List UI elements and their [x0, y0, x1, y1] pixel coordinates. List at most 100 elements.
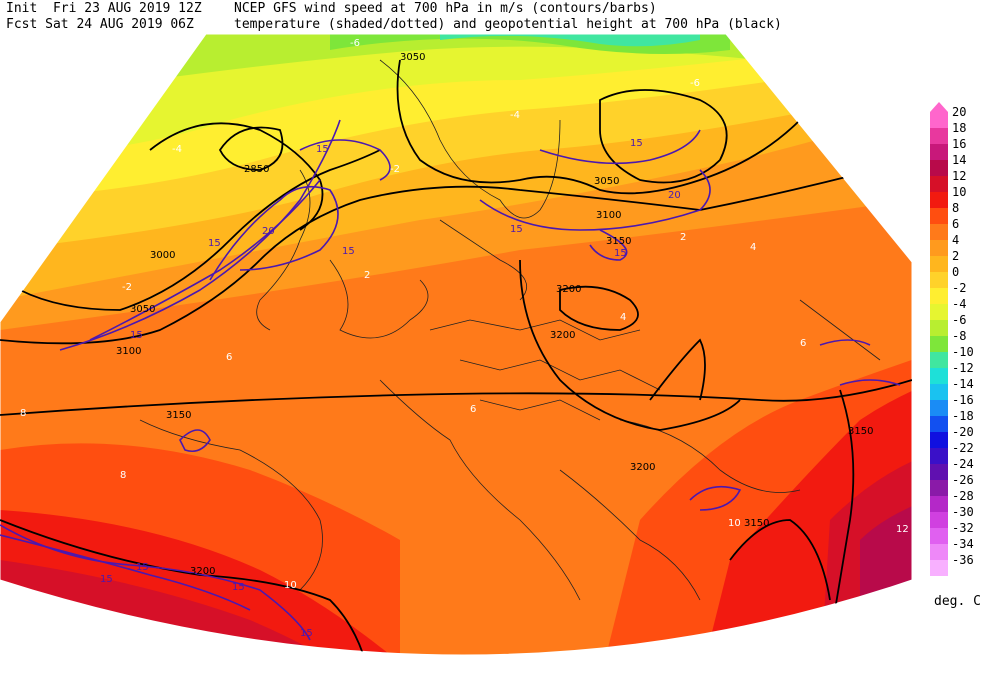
temp-label: 8 — [120, 470, 126, 481]
temp-label: -2 — [122, 282, 132, 293]
temp-label: -4 — [172, 144, 182, 155]
temp-label: 2 — [680, 232, 686, 243]
legend-swatch — [930, 560, 948, 576]
legend-label: -26 — [952, 473, 974, 487]
legend-swatch — [930, 432, 948, 448]
wind-label: 15 — [614, 248, 627, 259]
height-label: 3150 — [606, 236, 631, 247]
legend-label: -36 — [952, 553, 974, 567]
legend-arrow-icon — [930, 102, 948, 112]
temp-label: -2 — [390, 164, 400, 175]
legend-swatch — [930, 304, 948, 320]
legend-label: -34 — [952, 537, 974, 551]
wind-label: 15 — [630, 138, 643, 149]
height-label: 3100 — [116, 346, 141, 357]
legend-swatch — [930, 416, 948, 432]
legend-swatch — [930, 224, 948, 240]
legend-swatch — [930, 144, 948, 160]
legend-swatch — [930, 288, 948, 304]
legend-label: 14 — [952, 153, 967, 167]
legend-swatch — [930, 256, 948, 272]
legend-label: -16 — [952, 393, 974, 407]
legend-swatch — [930, 128, 948, 144]
legend-label: -18 — [952, 409, 974, 423]
legend-swatch — [930, 544, 948, 560]
map-title: NCEP GFS wind speed at 700 hPa in m/s (c… — [234, 1, 657, 16]
legend-label: -32 — [952, 521, 974, 535]
legend-label: 12 — [952, 169, 967, 183]
legend-label: 2 — [952, 249, 960, 263]
wind-label: 15 — [100, 574, 113, 585]
legend-swatch — [930, 272, 948, 288]
legend-label: -28 — [952, 489, 974, 503]
height-label: 3000 — [150, 250, 175, 261]
height-label: 3050 — [400, 52, 425, 63]
temp-label: 10 — [728, 518, 741, 529]
legend-label: -22 — [952, 441, 974, 455]
legend-label: 10 — [952, 185, 967, 199]
legend-label: 0 — [952, 265, 960, 279]
legend-swatch — [930, 528, 948, 544]
legend-swatch — [930, 448, 948, 464]
coastlines — [139, 59, 881, 601]
legend-swatch — [930, 368, 948, 384]
map-header: Init Fri 23 AUG 2019 12Z Fcst Sat 24 AUG… — [0, 0, 1000, 36]
wind-label: 15 — [300, 628, 313, 639]
wind-label: 20 — [262, 226, 275, 237]
legend-label: 6 — [952, 217, 960, 231]
legend-units: deg. C — [934, 594, 981, 609]
legend-swatch — [930, 208, 948, 224]
legend-label: -2 — [952, 281, 967, 295]
legend-label: 16 — [952, 137, 967, 151]
height-label: 3150 — [166, 410, 191, 421]
geopotential-height-contours — [0, 59, 912, 655]
temp-label: 4 — [620, 312, 626, 323]
wind-label: 15 — [316, 144, 329, 155]
legend-label: 8 — [952, 201, 960, 215]
legend-label: -20 — [952, 425, 974, 439]
height-label: 3200 — [556, 284, 581, 295]
legend-label: -24 — [952, 457, 974, 471]
wind-label: 15 — [232, 582, 245, 593]
temp-label: 4 — [750, 242, 756, 253]
legend-swatch — [930, 192, 948, 208]
temp-label: -6 — [690, 78, 700, 89]
legend-swatch — [930, 240, 948, 256]
legend-swatch — [930, 400, 948, 416]
temp-label: 12 — [896, 524, 909, 535]
legend-swatch — [930, 352, 948, 368]
map-subtitle: temperature (shaded/dotted) and geopoten… — [234, 17, 782, 32]
temp-label: 8 — [20, 408, 26, 419]
height-label: 3200 — [190, 566, 215, 577]
legend-swatch — [930, 512, 948, 528]
temp-label: 6 — [800, 338, 806, 349]
temp-label: 10 — [284, 580, 297, 591]
legend-label: 18 — [952, 121, 967, 135]
legend-label: -12 — [952, 361, 974, 375]
legend-label: -30 — [952, 505, 974, 519]
height-label: 3150 — [848, 426, 873, 437]
height-label: 3200 — [630, 462, 655, 473]
map-labels: 3050 2850 3000 3050 3100 3150 3200 3200 … — [20, 38, 909, 639]
legend-swatch — [930, 464, 948, 480]
height-label: 3150 — [744, 518, 769, 529]
temp-label: 2 — [364, 270, 370, 281]
legend-label: 20 — [952, 105, 967, 119]
legend-swatch — [930, 112, 948, 128]
temp-label: -4 — [510, 110, 520, 121]
wind-label: 15 — [208, 238, 221, 249]
height-label: 3050 — [130, 304, 155, 315]
legend-swatch — [930, 320, 948, 336]
wind-label: 15 — [136, 562, 149, 573]
wind-label: 15 — [510, 224, 523, 235]
temp-label: -6 — [350, 38, 360, 49]
legend-label: -6 — [952, 313, 967, 327]
temp-label: 6 — [226, 352, 232, 363]
legend-swatch — [930, 336, 948, 352]
legend-swatch — [930, 384, 948, 400]
wind-speed-contours — [0, 119, 901, 641]
temperature-legend: 20 18 16 14 12 10 8 6 4 2 0 -2 -4 -6 -8 -10 -12 -14 -16 -18… — [930, 102, 1000, 576]
init-time: Init Fri 23 AUG 2019 12Z — [6, 1, 202, 16]
temp-label: 6 — [470, 404, 476, 415]
